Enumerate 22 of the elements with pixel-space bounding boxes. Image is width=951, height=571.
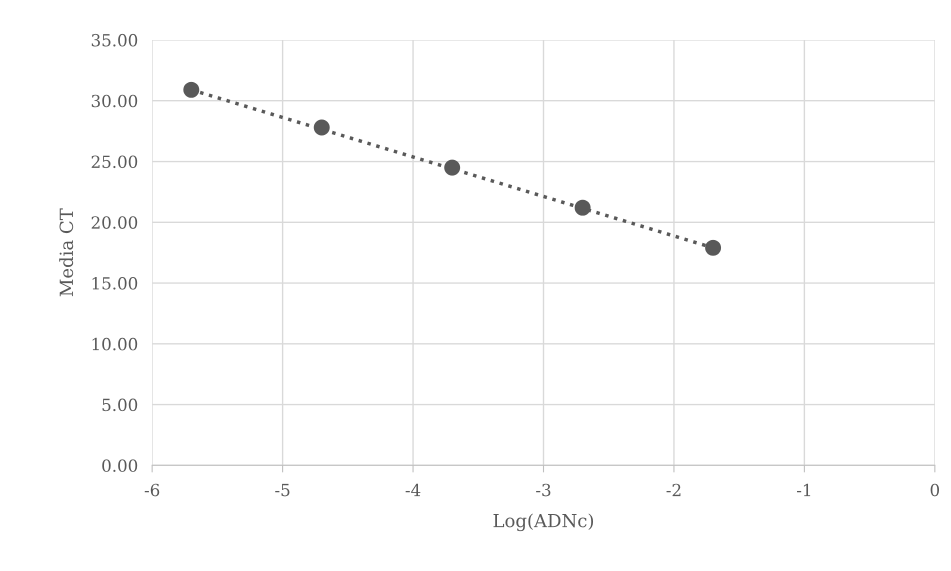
x-tick-label: -3 bbox=[536, 484, 550, 496]
point bbox=[314, 120, 330, 136]
y-tick-label: 25.00 bbox=[92, 155, 138, 168]
x-tick-label: -4 bbox=[406, 484, 420, 496]
y-tick-label: 35.00 bbox=[92, 34, 138, 47]
y-tick-label: 10.00 bbox=[92, 338, 138, 350]
x-tick-label: -6 bbox=[144, 484, 160, 496]
x-tick-label: -1 bbox=[797, 484, 810, 496]
point bbox=[183, 82, 200, 98]
y-tick-label: 0.00 bbox=[102, 459, 138, 472]
y-tick-label: 5.00 bbox=[102, 398, 138, 412]
x-tick-label: -2 bbox=[666, 484, 680, 496]
point bbox=[444, 160, 460, 176]
y-tick-label: 20.00 bbox=[92, 216, 138, 229]
y-axis-title: Media CT bbox=[59, 208, 74, 296]
x-tick-label: 0 bbox=[930, 484, 940, 496]
x-tick-label: -5 bbox=[275, 484, 290, 496]
x-axis-title: Log(ADNc) bbox=[494, 513, 594, 532]
point bbox=[574, 200, 591, 216]
y-tick-label: 30.00 bbox=[92, 94, 138, 108]
y-tick-label: 15.00 bbox=[92, 277, 138, 290]
point bbox=[705, 240, 722, 256]
